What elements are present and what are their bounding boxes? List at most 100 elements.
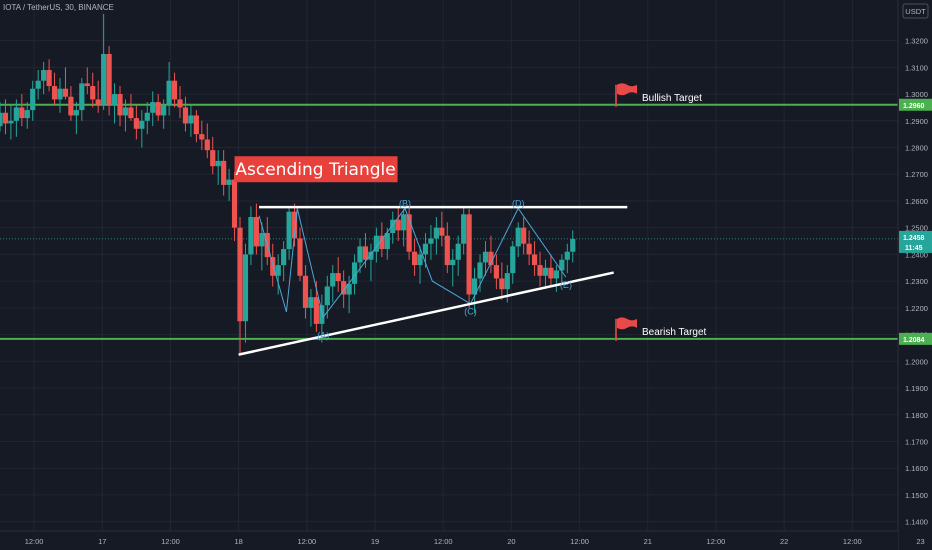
price-tick-label: 1.2900 xyxy=(905,117,928,126)
candle-body xyxy=(248,216,254,255)
price-tick-label: 1.3200 xyxy=(905,37,928,46)
wave-label: (C) xyxy=(464,307,477,317)
candlestick-series xyxy=(0,13,576,354)
candle-body xyxy=(57,88,63,100)
candle-body xyxy=(139,120,145,129)
bullish-flag-group[interactable]: Bullish Target xyxy=(615,83,702,107)
candle-body xyxy=(35,80,41,89)
candle-body xyxy=(144,112,150,121)
candle-body xyxy=(111,94,118,105)
candle-body xyxy=(390,219,396,234)
candle-body xyxy=(444,235,450,266)
time-tick-label: 21 xyxy=(644,537,652,546)
price-tick-label: 1.3000 xyxy=(905,90,928,99)
candle-body xyxy=(8,120,14,124)
candle-body xyxy=(439,227,445,236)
candle-body xyxy=(41,70,47,81)
candle-body xyxy=(122,107,129,116)
candle-body xyxy=(62,88,69,97)
wave-label: (E) xyxy=(560,280,572,290)
price-tick-label: 1.3100 xyxy=(905,63,928,72)
pattern-label-box[interactable] xyxy=(234,156,398,183)
candle-body xyxy=(504,273,510,290)
candle-body xyxy=(341,281,347,295)
target-lines xyxy=(0,103,898,340)
candle-body xyxy=(46,70,52,87)
price-axis-bg xyxy=(898,0,932,550)
candle-body xyxy=(117,94,123,116)
candle-body xyxy=(357,246,363,263)
candle-body xyxy=(188,115,194,124)
candle-body xyxy=(433,227,439,239)
time-tick-label: 12:00 xyxy=(570,537,589,546)
elliott-wave-path[interactable] xyxy=(258,207,567,319)
flag-icon xyxy=(617,317,637,330)
candle-body xyxy=(379,235,385,250)
candle-body xyxy=(19,107,25,119)
price-tick-label: 1.2200 xyxy=(905,304,928,313)
candle-body xyxy=(417,254,423,266)
bearish-price-tag-bg xyxy=(899,332,932,345)
candle-body xyxy=(368,251,374,260)
pattern-drawings[interactable]: (A) (B) (C) (D) (E) Ascending Triangle Bullish… xyxy=(234,83,707,356)
countdown-tag: 11:45 xyxy=(905,245,923,252)
candle-body xyxy=(161,104,167,116)
bullish-price-tag: 1.2960 xyxy=(903,103,925,110)
candle-body xyxy=(221,160,227,185)
time-tick-label: 12:00 xyxy=(707,537,726,546)
candle-body xyxy=(559,259,565,271)
candle-body xyxy=(313,297,319,324)
time-tick-label: 17 xyxy=(98,537,106,546)
candle-body xyxy=(30,88,36,111)
time-tick-label: 19 xyxy=(371,537,379,546)
candle-body xyxy=(461,214,467,244)
candle-body xyxy=(548,267,554,279)
candle-body xyxy=(13,107,19,121)
time-tick-label: 23 xyxy=(916,537,924,546)
candle-body xyxy=(324,286,330,306)
candle-body xyxy=(553,270,559,279)
candle-body xyxy=(210,150,216,167)
time-tick-label: 12:00 xyxy=(161,537,180,546)
candle-body xyxy=(510,246,516,274)
candle-body xyxy=(542,267,549,276)
bearish-flag-group[interactable]: Bearish Target xyxy=(615,317,707,341)
candle-body xyxy=(150,102,156,113)
wave-label: (A) xyxy=(317,331,329,341)
candle-body xyxy=(515,227,521,247)
candle-body xyxy=(302,275,309,308)
last-price-tag-bg xyxy=(899,230,932,253)
candle-body xyxy=(373,235,379,252)
price-tick-label: 1.1900 xyxy=(905,384,928,393)
pattern-label-text: Ascending Triangle xyxy=(235,160,395,180)
price-tick-label: 1.2800 xyxy=(905,144,928,153)
candle-body xyxy=(106,53,112,105)
support-line[interactable] xyxy=(238,271,614,356)
candle-body xyxy=(406,214,412,252)
candle-body xyxy=(330,273,336,287)
price-tick-label: 1.1500 xyxy=(905,491,928,500)
candle-body xyxy=(204,139,210,151)
candle-body xyxy=(570,238,576,252)
candle-body xyxy=(411,251,418,266)
candle-body xyxy=(73,110,79,116)
price-tick-label: 1.2600 xyxy=(905,197,928,206)
candle-body xyxy=(177,99,183,108)
time-axis[interactable]: 12:00 17 12:00 18 12:00 19 12:00 20 12:00 21 12:00… xyxy=(0,530,925,550)
candle-body xyxy=(226,179,232,185)
price-tick-label: 1.1800 xyxy=(905,411,928,420)
candle-body xyxy=(308,297,314,308)
bearish-price-tag: 1.2084 xyxy=(903,337,925,344)
price-axis[interactable]: USDT 1.3200 1.3100 1.3000 1.2900 1.2800 1.2700… xyxy=(897,0,932,550)
price-tick-label: 1.2500 xyxy=(905,224,928,233)
time-tick-label: 12:00 xyxy=(434,537,453,546)
candle-body xyxy=(193,115,199,135)
candle-body xyxy=(84,83,90,87)
candle-body xyxy=(51,86,58,100)
candle-body xyxy=(564,251,570,260)
currency-badge[interactable] xyxy=(902,3,929,19)
candle-body xyxy=(155,102,161,116)
candle-body xyxy=(24,110,30,119)
candle-body xyxy=(395,219,401,231)
